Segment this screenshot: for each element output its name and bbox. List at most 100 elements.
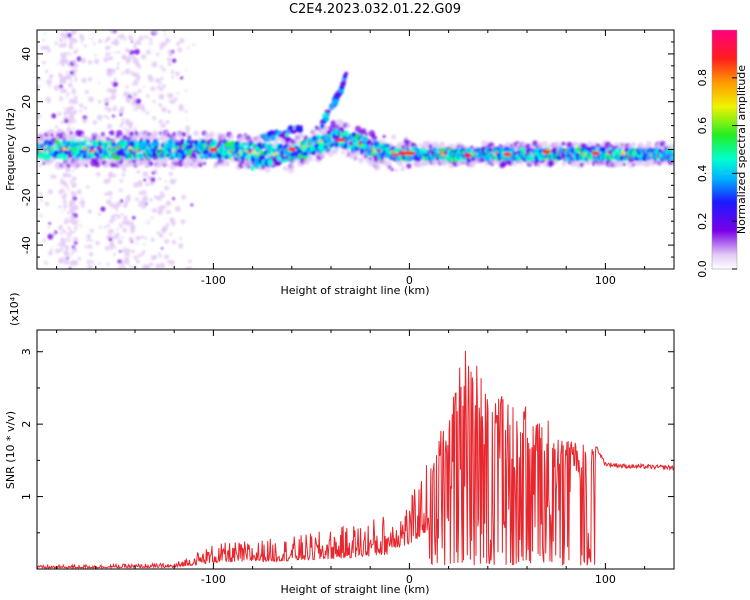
spectrogram-x-tick-label: 0 — [406, 274, 413, 287]
spectrogram-point — [72, 59, 77, 65]
spectrogram-point — [66, 211, 70, 215]
spectrogram-point — [189, 148, 193, 153]
spectrogram-point — [57, 243, 60, 246]
spectrogram-point — [166, 133, 171, 138]
spectrogram-point — [145, 111, 150, 115]
spectrogram-point — [346, 123, 351, 129]
spectrogram-point — [72, 189, 76, 192]
spectrogram-point — [84, 89, 89, 95]
spectrogram-point — [69, 79, 73, 82]
spectrogram-point — [174, 205, 181, 212]
spectrogram-point — [62, 242, 66, 246]
spectrogram-point — [46, 79, 53, 86]
spectrogram-point — [169, 232, 173, 236]
spectrogram-point — [63, 36, 66, 39]
snr-x-tick-label: 100 — [595, 573, 616, 586]
spectrogram-point — [68, 41, 74, 47]
spectrogram-point — [179, 37, 185, 44]
spectrogram-point — [120, 262, 125, 267]
spectrogram-point — [72, 204, 79, 211]
spectrogram-point — [142, 171, 149, 178]
spectrogram-point — [138, 180, 143, 185]
spectrogram-point — [110, 175, 113, 178]
spectrogram-point — [303, 151, 308, 157]
spectrogram-point — [137, 131, 143, 138]
spectrogram-point — [332, 133, 337, 139]
spectrogram-point — [100, 140, 105, 145]
spectrogram-point — [180, 77, 183, 80]
spectrogram-point — [119, 188, 123, 193]
spectrogram-point — [61, 98, 65, 101]
spectrogram-point — [145, 139, 151, 144]
spectrogram-point — [149, 198, 153, 202]
spectrogram-point — [160, 247, 164, 250]
spectrogram-point — [93, 42, 96, 45]
spectrogram-point — [64, 75, 70, 80]
spectrogram-point — [137, 101, 141, 104]
spectrogram-point — [651, 162, 656, 167]
spectrogram-point — [124, 130, 131, 136]
spectrogram-point — [69, 115, 75, 122]
spectrogram-point — [290, 139, 297, 145]
spectrogram-point — [123, 91, 129, 98]
spectrogram-point — [89, 228, 94, 233]
spectrogram-y-tick-label: 20 — [20, 95, 33, 109]
spectrogram-point — [67, 226, 71, 230]
spectrogram-point — [60, 120, 65, 125]
spectrogram-point — [177, 222, 181, 226]
spectrogram-point — [613, 148, 617, 151]
spectrogram-y-tick-label: 40 — [20, 47, 33, 61]
spectrogram-point — [331, 140, 334, 143]
spectrogram-point — [40, 198, 44, 202]
spectrogram-point — [131, 83, 134, 86]
spectrogram-point — [489, 158, 496, 165]
spectrogram-point — [170, 98, 176, 105]
spectrogram-point — [126, 255, 129, 258]
spectrogram-point — [551, 147, 557, 153]
spectrogram-point — [133, 128, 137, 132]
spectrogram-point — [333, 147, 339, 153]
spectrogram-point — [159, 87, 164, 92]
spectrogram-point — [418, 143, 422, 147]
spectrogram-point — [401, 166, 406, 171]
spectrogram-point — [115, 213, 119, 217]
spectrogram-point — [138, 200, 144, 206]
spectrogram-point — [100, 132, 106, 137]
spectrogram-point — [561, 141, 566, 146]
spectrogram-point — [54, 41, 58, 46]
spectrogram-point — [171, 239, 177, 245]
spectrogram-point — [122, 227, 128, 233]
spectrogram-point — [50, 174, 55, 179]
spectrogram-point — [136, 170, 141, 174]
spectrogram-point — [98, 212, 102, 216]
spectrogram-point — [79, 224, 82, 227]
spectrogram-point — [141, 108, 146, 113]
spectrogram-point — [37, 116, 40, 120]
spectrogram-point — [66, 53, 71, 59]
spectrogram-point — [579, 162, 584, 167]
spectrogram-point — [203, 153, 210, 160]
spectrogram-point — [326, 130, 332, 136]
spectrogram-point — [143, 217, 149, 224]
spectrogram-point — [172, 131, 177, 137]
spectrogram-point — [358, 157, 364, 163]
spectrogram-point — [58, 37, 64, 43]
spectrogram-point — [60, 87, 66, 94]
spectrogram-point — [140, 251, 145, 256]
spectrogram-point — [69, 204, 73, 208]
spectrogram-point — [131, 186, 135, 190]
spectrogram-x-tick-label: -100 — [201, 274, 226, 287]
spectrogram-point — [159, 42, 166, 49]
spectrogram-point — [179, 237, 183, 241]
spectrogram-point — [63, 111, 68, 116]
spectrogram-point — [68, 174, 72, 178]
spectrogram-point — [169, 257, 173, 261]
spectrogram-point — [172, 197, 175, 201]
snr-y-multiplier: (x10⁴) — [8, 293, 21, 327]
spectrogram-point — [109, 243, 115, 249]
spectrogram-point — [148, 37, 153, 42]
spectrogram-x-tick-label: 100 — [595, 274, 616, 287]
spectrogram-point — [662, 160, 666, 165]
spectrogram-point — [133, 44, 137, 49]
